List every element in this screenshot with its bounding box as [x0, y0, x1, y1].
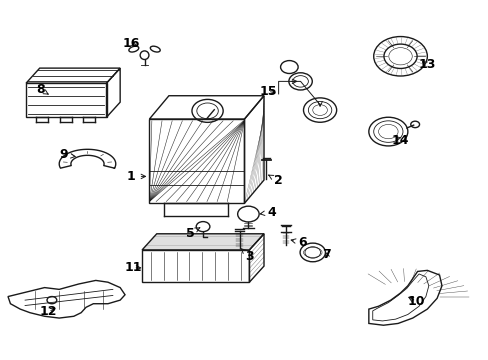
Text: 9: 9 — [60, 148, 75, 161]
Text: 10: 10 — [407, 295, 424, 308]
Text: 14: 14 — [391, 134, 408, 147]
Text: 5: 5 — [185, 226, 200, 239]
Text: 7: 7 — [322, 248, 330, 261]
Text: 2: 2 — [268, 174, 283, 187]
Text: 6: 6 — [290, 236, 306, 249]
Text: 11: 11 — [124, 261, 142, 274]
Text: 13: 13 — [418, 58, 435, 71]
Text: 16: 16 — [122, 36, 140, 50]
Text: 15: 15 — [259, 85, 276, 98]
Text: 8: 8 — [36, 83, 48, 96]
Text: 3: 3 — [241, 249, 253, 262]
Text: 4: 4 — [260, 206, 275, 219]
Text: 12: 12 — [40, 306, 57, 319]
Text: 1: 1 — [127, 170, 145, 183]
